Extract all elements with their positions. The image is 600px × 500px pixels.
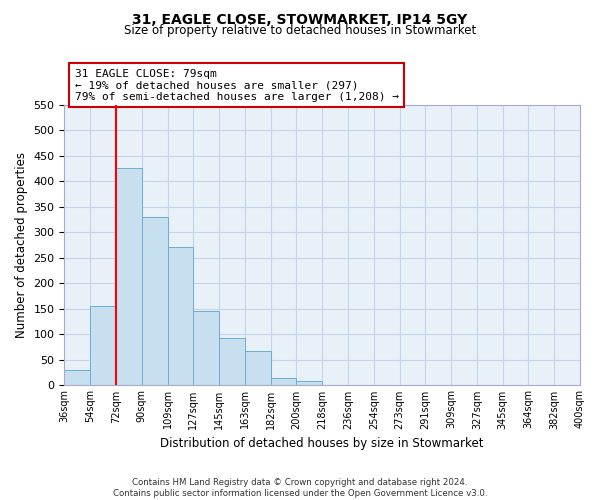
Bar — [90, 306, 116, 385]
X-axis label: Distribution of detached houses by size in Stowmarket: Distribution of detached houses by size … — [160, 437, 484, 450]
Bar — [64, 370, 90, 385]
Text: 31 EAGLE CLOSE: 79sqm
← 19% of detached houses are smaller (297)
79% of semi-det: 31 EAGLE CLOSE: 79sqm ← 19% of detached … — [75, 68, 399, 102]
Bar — [193, 311, 219, 385]
Text: Size of property relative to detached houses in Stowmarket: Size of property relative to detached ho… — [124, 24, 476, 37]
Text: 31, EAGLE CLOSE, STOWMARKET, IP14 5GY: 31, EAGLE CLOSE, STOWMARKET, IP14 5GY — [133, 12, 467, 26]
Y-axis label: Number of detached properties: Number of detached properties — [15, 152, 28, 338]
Bar — [142, 217, 167, 385]
Bar — [245, 351, 271, 385]
Bar — [296, 380, 322, 385]
Text: Contains HM Land Registry data © Crown copyright and database right 2024.
Contai: Contains HM Land Registry data © Crown c… — [113, 478, 487, 498]
Bar — [167, 248, 193, 385]
Bar — [219, 338, 245, 385]
Bar — [116, 168, 142, 385]
Bar — [271, 378, 296, 385]
